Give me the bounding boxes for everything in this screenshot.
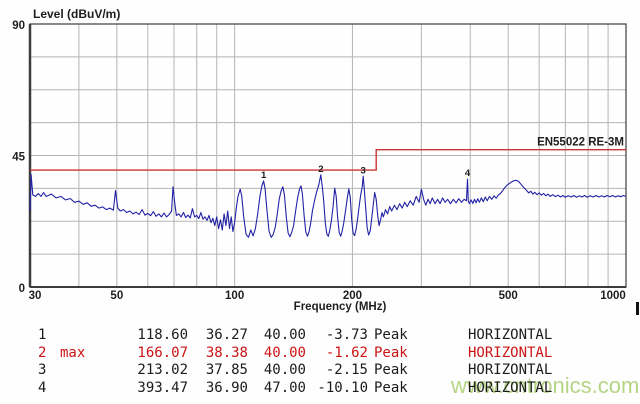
marker-number: 4 <box>38 379 47 396</box>
table-row-marker-4: 4 393.47 36.90 47.00 -10.10 Peak HORIZON… <box>0 380 640 397</box>
marker-limit: 40.00 <box>263 327 306 343</box>
x-tick-label: 500 <box>499 290 518 302</box>
axis-cursor-mark <box>636 302 639 315</box>
marker-polarization: HORIZONTAL <box>468 327 553 343</box>
marker-limit: 40.00 <box>263 362 306 378</box>
marker-number: 1 <box>38 327 47 343</box>
marker-tag: max <box>60 344 86 361</box>
marker-margin: -3.73 <box>325 327 368 343</box>
table-row-marker-2-max: 2 max 166.07 38.38 40.00 -1.62 Peak HORI… <box>0 345 640 362</box>
marker-level: 38.38 <box>205 344 248 361</box>
x-tick-label: 200 <box>343 290 362 302</box>
y-tick-label: 90 <box>12 20 25 32</box>
marker-polarization: HORIZONTAL <box>468 362 553 378</box>
peak-marker-label-1: 1 <box>261 170 267 181</box>
marker-margin: -10.10 <box>317 379 368 396</box>
marker-frequency: 166.07 <box>137 344 188 361</box>
marker-level: 36.27 <box>205 327 248 343</box>
x-axis-title: Frequency (MHz) <box>294 301 387 313</box>
marker-limit: 47.00 <box>263 379 306 396</box>
limit-line <box>30 148 626 171</box>
table-row-marker-3: 3 213.02 37.85 40.00 -2.15 Peak HORIZONT… <box>0 362 640 379</box>
limit-line-label: EN55022 RE-3M <box>537 137 624 149</box>
marker-frequency: 213.02 <box>137 362 188 378</box>
x-tick-label: 50 <box>110 290 123 302</box>
x-tick-label: 100 <box>225 290 244 302</box>
peak-marker-label-2: 2 <box>318 164 323 175</box>
y-tick-label: 0 <box>19 283 25 295</box>
peak-marker-label-4: 4 <box>465 168 471 179</box>
measured-emissions-peak-trace <box>29 173 627 238</box>
marker-limit: 40.00 <box>263 344 306 361</box>
marker-number: 2 <box>38 344 47 361</box>
marker-margin: -2.15 <box>325 362 368 378</box>
marker-level: 36.90 <box>205 379 248 396</box>
peak-marker-label-3: 3 <box>361 165 366 176</box>
marker-detector: Peak <box>374 344 408 361</box>
marker-frequency: 118.60 <box>137 327 188 343</box>
marker-detector: Peak <box>374 379 408 396</box>
watermark-text: www.cntronics.com <box>451 373 640 398</box>
x-tick-label: 30 <box>29 290 42 302</box>
marker-detector: Peak <box>374 362 408 378</box>
marker-detector: Peak <box>374 327 408 343</box>
emission-level-chart: EN55022 RE-3M 1 2 3 4 90 45 0 30 50 100 200 500 1000 F… <box>12 7 639 315</box>
marker-polarization: HORIZONTAL <box>468 344 553 361</box>
marker-frequency: 393.47 <box>137 379 188 396</box>
chart-title: Level (dBuV/m) <box>33 7 120 21</box>
marker-margin: -1.62 <box>325 344 368 361</box>
table-row-marker-1: 1 118.60 36.27 40.00 -3.73 Peak HORIZONT… <box>0 327 640 344</box>
marker-level: 37.85 <box>205 362 248 378</box>
x-tick-label: 1000 <box>600 290 626 302</box>
marker-number: 3 <box>38 362 47 378</box>
marker-polarization: HORIZONTAL <box>468 379 553 396</box>
y-tick-label: 45 <box>12 152 25 164</box>
